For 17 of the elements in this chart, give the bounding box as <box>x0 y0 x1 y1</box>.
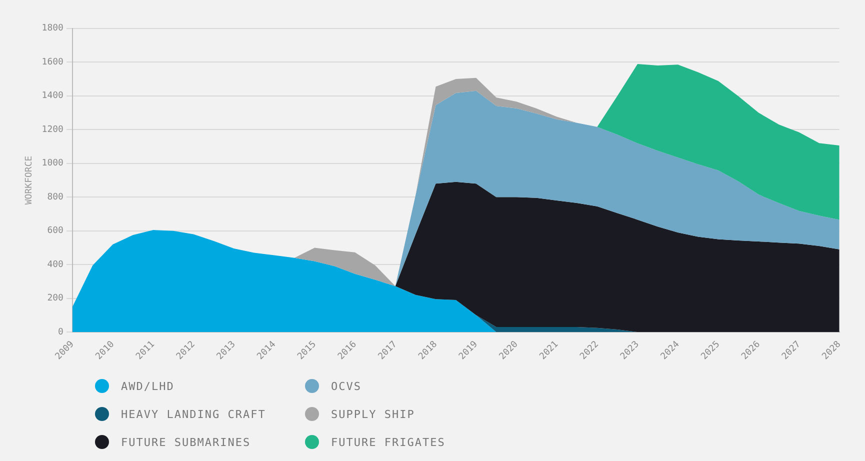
y-tick-label: 1800 <box>42 24 64 34</box>
y-tick-label: 200 <box>47 294 64 304</box>
y-tick-label: 400 <box>47 260 64 270</box>
y-tick-label: 1200 <box>42 124 64 135</box>
y-tick-label: 600 <box>47 226 64 236</box>
y-tick-label: 1400 <box>42 91 64 102</box>
legend-label: OCVS <box>331 380 362 392</box>
y-axis-title: WORKFORCE <box>24 156 35 205</box>
y-tick-label: 1600 <box>42 57 64 68</box>
legend-label: HEAVY LANDING CRAFT <box>121 408 266 420</box>
y-tick-label: 1000 <box>42 158 64 169</box>
y-tick-label: 800 <box>47 192 64 202</box>
y-tick-label: 0 <box>58 327 64 338</box>
legend-label: FUTURE FRIGATES <box>331 436 446 448</box>
legend-label: FUTURE SUBMARINES <box>121 436 251 448</box>
legend-label: AWD/LHD <box>121 380 174 392</box>
legend-label: SUPPLY SHIP <box>331 408 415 420</box>
